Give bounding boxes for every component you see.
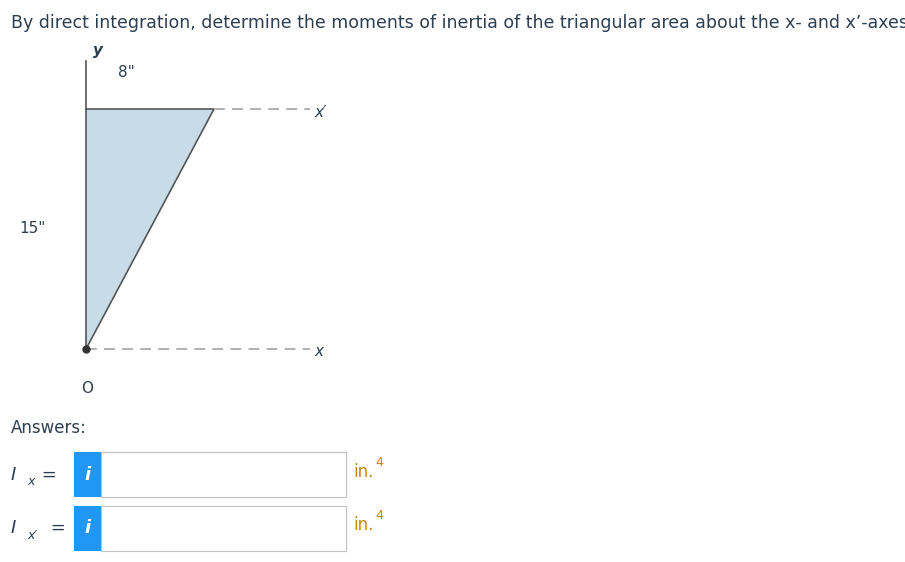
Polygon shape xyxy=(86,109,214,348)
Text: x′: x′ xyxy=(27,528,37,542)
Text: y: y xyxy=(92,43,102,58)
Text: in.: in. xyxy=(353,463,374,481)
Text: O: O xyxy=(81,380,93,396)
Text: x: x xyxy=(315,345,324,359)
Text: I: I xyxy=(11,466,16,484)
Text: in.: in. xyxy=(353,516,374,534)
Text: By direct integration, determine the moments of inertia of the triangular area a: By direct integration, determine the mom… xyxy=(11,14,905,32)
Text: 4: 4 xyxy=(376,509,384,523)
Text: I: I xyxy=(11,519,16,537)
Text: i: i xyxy=(85,466,90,484)
Text: 4: 4 xyxy=(376,456,384,469)
Text: 8": 8" xyxy=(119,65,135,80)
Text: i: i xyxy=(85,519,90,537)
Text: =: = xyxy=(36,466,57,484)
Text: 15": 15" xyxy=(20,221,46,236)
Text: Answers:: Answers: xyxy=(11,419,87,437)
Text: x′: x′ xyxy=(315,105,328,120)
Text: x: x xyxy=(27,475,34,488)
Text: =: = xyxy=(45,519,66,537)
